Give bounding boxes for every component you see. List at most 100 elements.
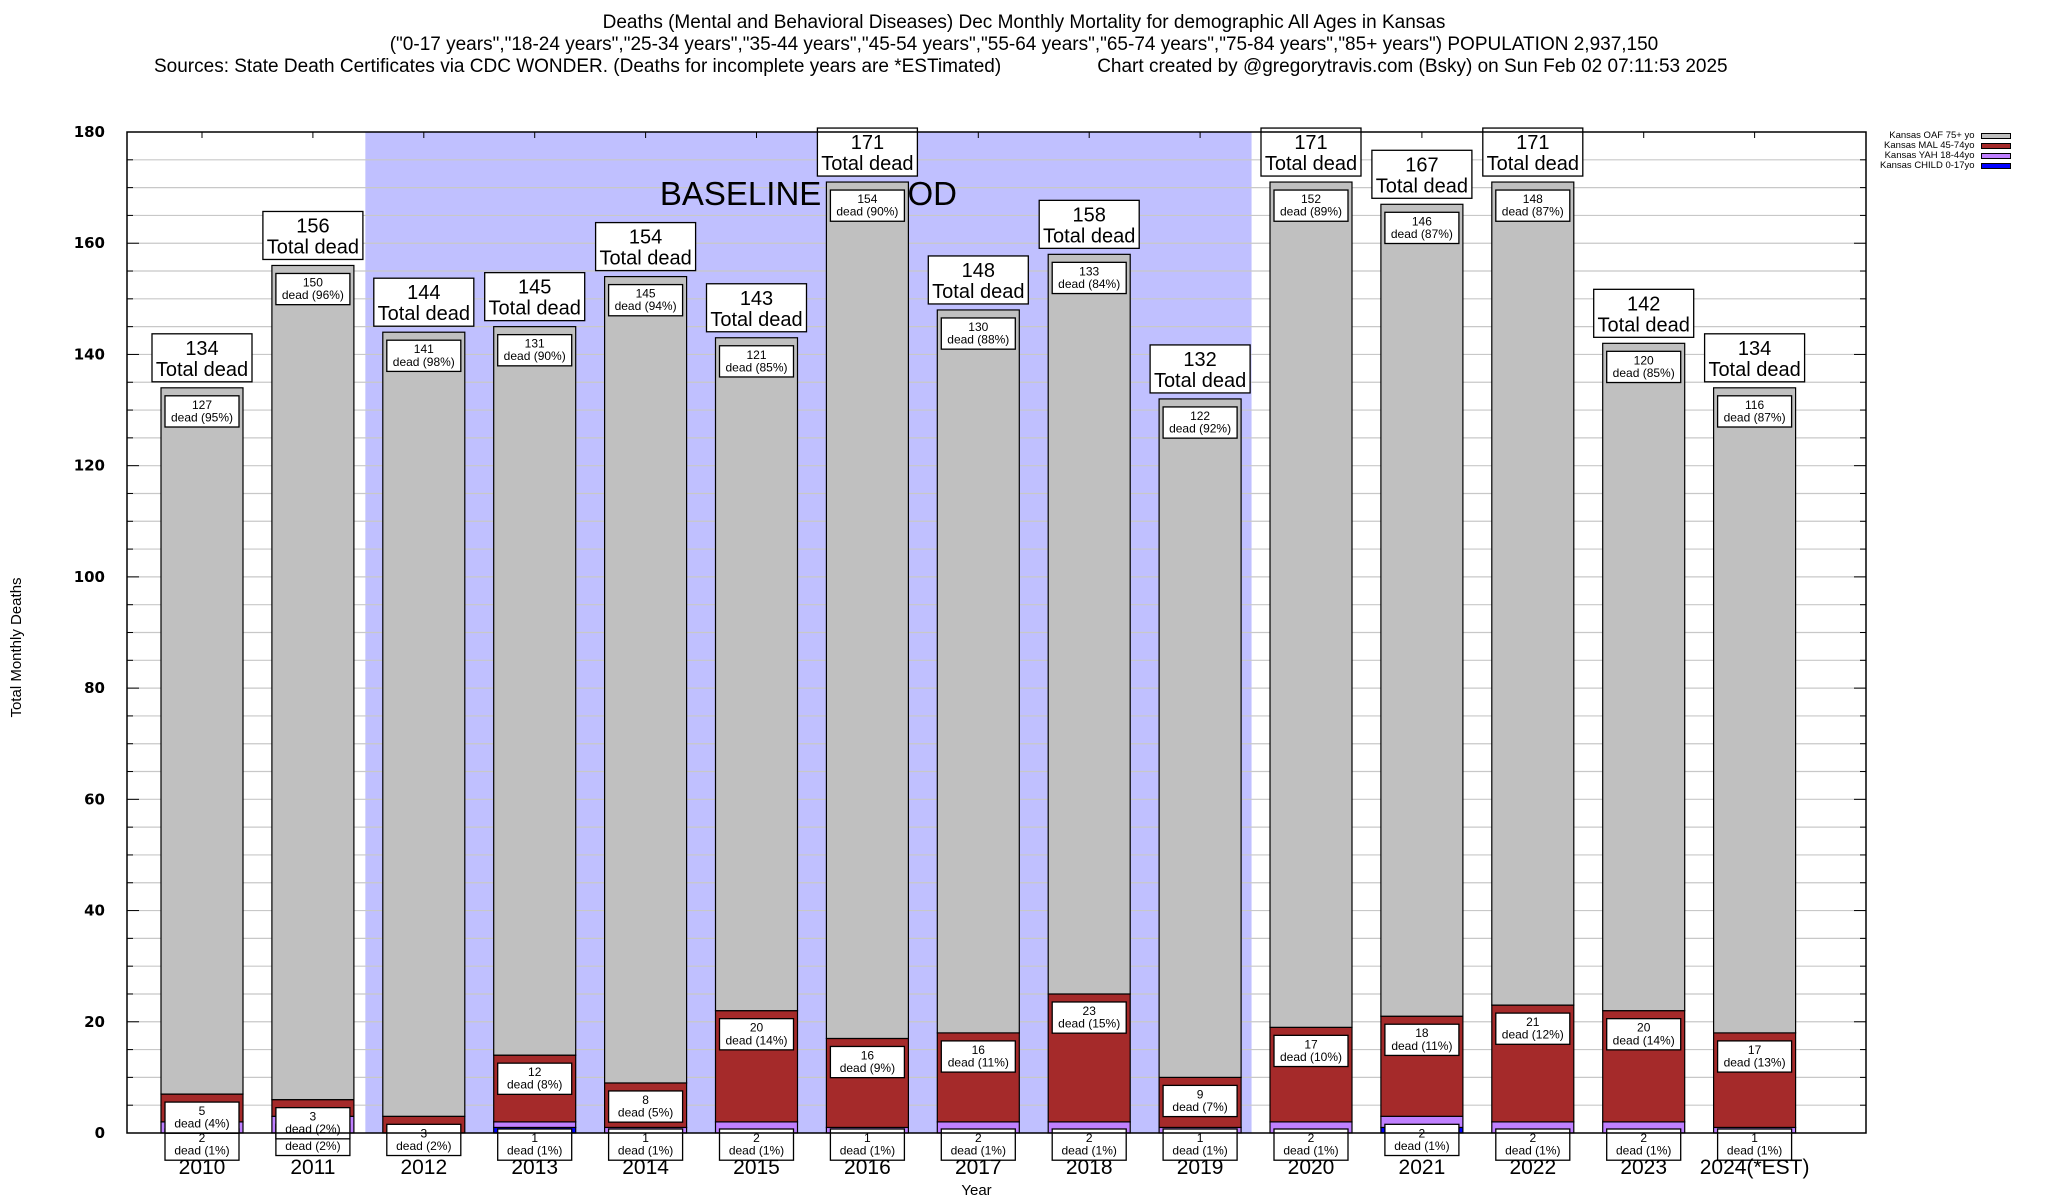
bar-segment-oaf (1158, 398, 1242, 1078)
total-label-text: 167 (1405, 154, 1438, 176)
total-label-text: 145 (518, 277, 551, 299)
segment-label-box (1384, 1023, 1460, 1057)
segment-label-text: dead (90%) (504, 349, 566, 363)
legend-swatch-oaf (1980, 133, 2011, 139)
segment-label-box (940, 1040, 1016, 1073)
x-tick-label: 2022 (1509, 1156, 1556, 1179)
total-label-box (705, 283, 808, 333)
segment-label-box (607, 1090, 684, 1123)
segment-label-box (1606, 1128, 1682, 1161)
y-tick-label: 140 (74, 345, 105, 363)
segment-label-box (164, 1128, 240, 1161)
segment-label-box (1606, 350, 1682, 384)
total-label-text: 134 (1738, 338, 1771, 360)
segment-label-box (164, 1101, 240, 1134)
total-label-text: 142 (1627, 293, 1660, 315)
segment-label-box (607, 1128, 684, 1161)
segment-label-text: dead (2%) (285, 1122, 340, 1136)
segment-label-box (164, 395, 240, 428)
segment-label-text: 116 (1745, 398, 1764, 412)
total-label-text: Total dead (1043, 225, 1135, 247)
legend-label: Kansas MAL 45-74yo (1884, 140, 1975, 151)
segment-label-box (275, 272, 351, 306)
total-label-text: 154 (629, 227, 662, 249)
segment-label-box (718, 345, 795, 378)
total-label-box (1038, 199, 1140, 249)
y-tick-label: 20 (84, 1013, 105, 1031)
total-label-box (1482, 127, 1584, 177)
segment-label-box (1273, 189, 1349, 222)
segment-label-text: dead (1%) (1616, 1144, 1671, 1158)
total-label-text: Total dead (1376, 175, 1468, 197)
segment-label-text: 2 (753, 1131, 760, 1145)
total-label-text: 156 (296, 215, 329, 237)
segment-label-text: dead (90%) (836, 205, 898, 219)
bar-segment-oaf (714, 337, 799, 1012)
total-label-text: 132 (1183, 349, 1216, 371)
segment-label-text: dead (11%) (1391, 1039, 1452, 1053)
segment-label-text: 20 (750, 1021, 764, 1035)
segment-label-text: dead (85%) (725, 360, 787, 374)
segment-label-box (386, 1123, 462, 1157)
segment-label-text: dead (96%) (282, 288, 344, 302)
x-tick-label: 2017 (955, 1156, 1002, 1179)
segment-label-box (718, 1018, 795, 1051)
segment-label-text: 150 (303, 275, 323, 289)
legend-label: Kansas YAH 18-44yo (1884, 150, 1975, 161)
legend-swatch-yah (1980, 153, 2011, 159)
segment-label-text: dead (9%) (840, 1061, 895, 1075)
segment-label-text: 154 (857, 192, 877, 206)
segment-label-text: dead (15%) (1058, 1017, 1120, 1031)
segment-label-text: dead (13%) (1724, 1056, 1786, 1070)
segment-label-text: 2 (1086, 1131, 1093, 1145)
total-label-box (816, 127, 919, 177)
segment-label-box (497, 1128, 573, 1161)
segment-label-box (497, 1062, 573, 1095)
bar-segment-oaf (1491, 181, 1575, 1006)
total-label-text: 171 (851, 132, 884, 154)
legend-label: Kansas CHILD 0-17yo (1880, 160, 1975, 171)
x-tick-label: 2024(*EST) (1700, 1156, 1810, 1179)
total-label-text: Total dead (1487, 153, 1579, 175)
total-label-text: 158 (1073, 204, 1106, 226)
segment-label-text: 1 (642, 1131, 649, 1145)
segment-label-box (497, 333, 573, 367)
segment-label-box (940, 1128, 1016, 1161)
segment-label-text: dead (1%) (951, 1144, 1006, 1158)
chart-subtitle: ("0-17 years","18-24 years","25-34 years… (389, 34, 1659, 55)
segment-label-box (386, 339, 462, 373)
total-label-box (927, 255, 1029, 305)
total-label-box (484, 271, 586, 322)
segment-label-text: 2 (975, 1131, 982, 1145)
chart-title-block: Deaths (Mental and Behavioral Diseases) … (0, 12, 2048, 78)
segment-label-text: dead (1%) (1727, 1144, 1782, 1158)
segment-label-box (1273, 1128, 1349, 1161)
segment-label-box (1051, 1001, 1127, 1034)
y-tick-label: 80 (84, 679, 105, 697)
legend-swatch-child (1980, 163, 2011, 169)
y-tick-label: 160 (74, 234, 105, 252)
segment-label-text: dead (87%) (1391, 227, 1453, 241)
segment-label-box (1384, 211, 1460, 245)
segment-label-text: dead (1%) (174, 1144, 229, 1158)
segment-label-text: 120 (1634, 353, 1654, 367)
segment-label-text: dead (1%) (1283, 1144, 1338, 1158)
total-label-box (1149, 344, 1251, 394)
legend: Kansas OAF 75+ yo Kansas MAL 45-74yo Kan… (1880, 131, 2011, 171)
segment-label-text: dead (84%) (1058, 277, 1120, 291)
segment-label-text: dead (87%) (1724, 410, 1786, 424)
segment-label-text: 16 (861, 1048, 875, 1062)
x-tick-label: 2020 (1288, 1156, 1335, 1179)
x-tick-label: 2019 (1177, 1156, 1224, 1179)
segment-label-text: dead (94%) (615, 299, 677, 313)
bar-segment-oaf (1602, 342, 1686, 1012)
segment-label-text: dead (4%) (174, 1117, 229, 1131)
segment-label-text: dead (5%) (618, 1106, 673, 1120)
segment-label-box (1716, 395, 1793, 428)
segment-label-text: 23 (1083, 1004, 1097, 1018)
total-label-text: Total dead (710, 309, 802, 331)
y-axis-label: Total Monthly Deaths (8, 577, 25, 717)
segment-label-text: dead (1%) (1172, 1144, 1227, 1158)
segment-label-text: 17 (1748, 1043, 1762, 1057)
y-tick-label: 60 (84, 790, 105, 808)
